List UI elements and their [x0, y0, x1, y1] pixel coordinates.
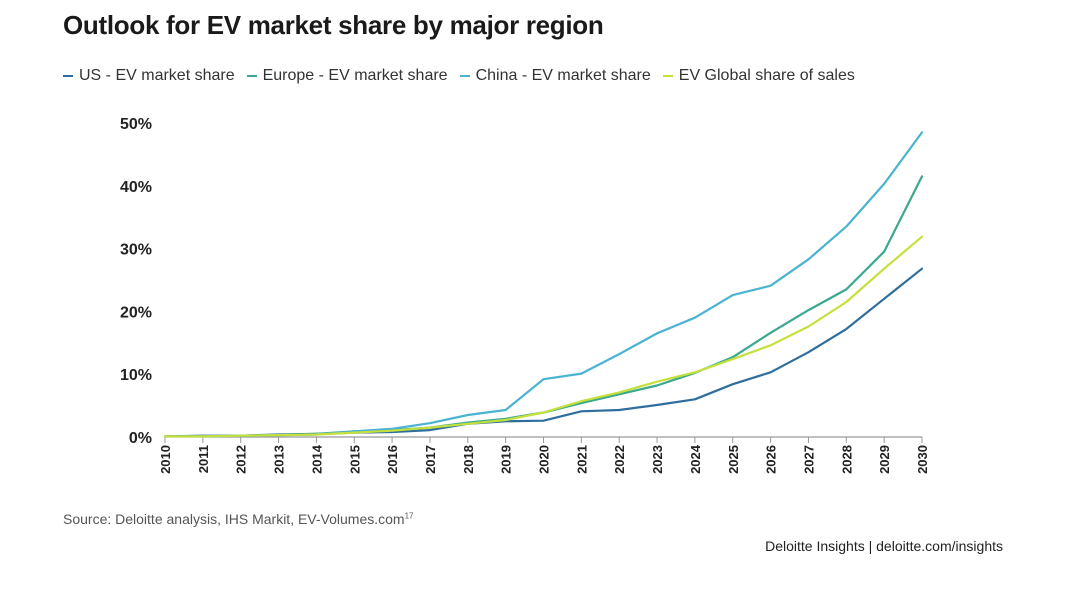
series-line-europe-ev-market-share [163, 175, 924, 438]
x-tick-label: 2012 [234, 445, 249, 474]
x-tick-label: 2022 [612, 445, 627, 474]
series-line-us-ev-market-share [163, 267, 924, 438]
x-tick-label: 2017 [423, 445, 438, 474]
x-tick-label: 2010 [158, 445, 173, 474]
y-tick-label: 10% [120, 367, 152, 384]
series-line-china-ev-market-share [163, 131, 924, 438]
x-tick-label: 2021 [574, 445, 589, 474]
source-text: Source: Deloitte analysis, IHS Markit, E… [63, 511, 405, 527]
chart-title: Outlook for EV market share by major reg… [63, 10, 604, 40]
legend-label-global: EV Global share of sales [678, 67, 855, 84]
x-tick-label: 2025 [726, 445, 741, 474]
x-tick-label: 2028 [839, 445, 854, 474]
x-tick-label: 2020 [537, 445, 552, 474]
legend-label-us: US - EV market share [79, 67, 235, 84]
legend-swatch-us [63, 75, 73, 77]
x-tick-label: 2013 [272, 445, 287, 474]
legend-item-global: EV Global share of sales [662, 67, 855, 85]
legend-swatch-china [459, 75, 470, 77]
legend-label-china: China - EV market share [475, 67, 651, 84]
x-tick-label: 2026 [764, 445, 779, 474]
chart-legend: US - EV market share Europe - EV market … [63, 66, 855, 86]
legend-swatch-global [662, 75, 673, 77]
x-tick-label: 2016 [385, 445, 400, 474]
x-tick-label: 2024 [688, 444, 703, 474]
legend-swatch-europe [246, 75, 257, 77]
legend-item-europe: Europe - EV market share [246, 67, 448, 85]
x-tick-label: 2018 [461, 445, 476, 474]
x-tick-label: 2011 [196, 445, 211, 473]
series-line-ev-global-share-of-sales [163, 235, 924, 438]
source-note: Source: Deloitte analysis, IHS Markit, E… [63, 511, 413, 527]
x-tick-label: 2029 [877, 445, 892, 474]
y-tick-label: 0% [129, 430, 152, 447]
credit-line: Deloitte Insights | deloitte.com/insight… [765, 538, 1003, 554]
y-tick-label: 40% [120, 179, 152, 196]
x-tick-label: 2023 [650, 445, 665, 474]
y-tick-label: 20% [120, 304, 152, 321]
x-tick-label: 2030 [915, 445, 930, 474]
x-tick-label: 2015 [347, 445, 362, 474]
y-tick-label: 50% [120, 116, 152, 133]
legend-item-china: China - EV market share [459, 67, 651, 85]
x-tick-label: 2019 [499, 445, 514, 474]
y-tick-label: 30% [120, 242, 152, 259]
source-footnote: 17 [404, 511, 414, 521]
legend-item-us: US - EV market share [63, 67, 235, 85]
x-tick-label: 2014 [309, 444, 324, 474]
x-tick-label: 2027 [801, 445, 816, 474]
legend-label-europe: Europe - EV market share [262, 67, 448, 84]
